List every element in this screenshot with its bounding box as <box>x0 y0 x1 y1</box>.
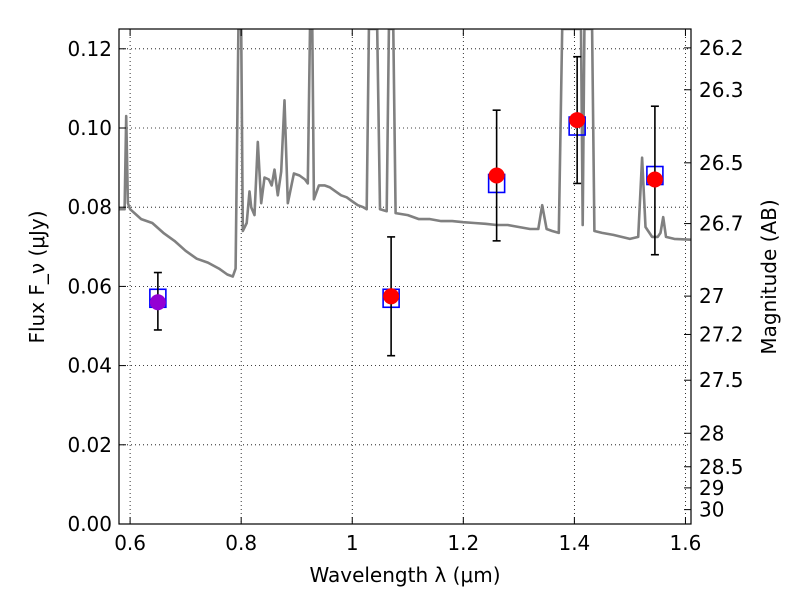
x-tick-label: 0.6 <box>114 531 146 555</box>
observed-flux-point <box>646 171 663 188</box>
x-tick-label: 1 <box>346 531 359 555</box>
y2-tick-label: 27.2 <box>699 322 744 346</box>
y2-tick-label: 29 <box>699 476 724 500</box>
ticks: 0.6 0.8 1 1.2 1.4 1.6 0.00 0.02 0.04 0.06 0.08 0.10… <box>67 29 744 555</box>
y2-tick-label: 26.3 <box>699 78 744 102</box>
plot-frame <box>118 28 692 525</box>
plot-background <box>119 29 691 524</box>
x-tick-label: 1.2 <box>447 531 479 555</box>
x-axis-title: Wavelength λ (μm) <box>309 563 500 587</box>
y2-axis-title: Magnitude (AB) <box>757 199 781 354</box>
model-spectrum-line <box>119 29 691 278</box>
y2-tick-label: 26.5 <box>699 151 744 175</box>
y2-tick-label: 30 <box>699 498 724 522</box>
y-tick-label: 0.00 <box>67 512 112 536</box>
x-tick-label: 1.4 <box>558 531 590 555</box>
y-tick-label: 0.02 <box>67 433 112 457</box>
y-tick-label: 0.12 <box>67 37 112 61</box>
data-layer <box>149 55 664 357</box>
y-tick-label: 0.04 <box>67 354 112 378</box>
y2-tick-label: 27.5 <box>699 368 744 392</box>
x-tick-label: 0.8 <box>225 531 257 555</box>
y-tick-label: 0.10 <box>67 116 112 140</box>
spectrum-layer <box>119 29 691 278</box>
y2-tick-label: 27 <box>699 284 724 308</box>
y-tick-label: 0.08 <box>67 195 112 219</box>
observed-flux-point <box>149 294 166 311</box>
y2-tick-label: 28 <box>699 421 724 445</box>
observed-flux-point <box>488 167 505 184</box>
y2-tick-label: 28.5 <box>699 455 744 479</box>
y2-tick-label: 26.7 <box>699 212 744 236</box>
y2-tick-label: 26.2 <box>699 36 744 60</box>
x-tick-label: 1.6 <box>670 531 702 555</box>
y-axis-title: Flux F_ν (μJy) <box>25 210 49 343</box>
observed-flux-point <box>383 288 400 305</box>
y-tick-label: 0.06 <box>67 274 112 298</box>
observed-flux-point <box>569 112 586 129</box>
